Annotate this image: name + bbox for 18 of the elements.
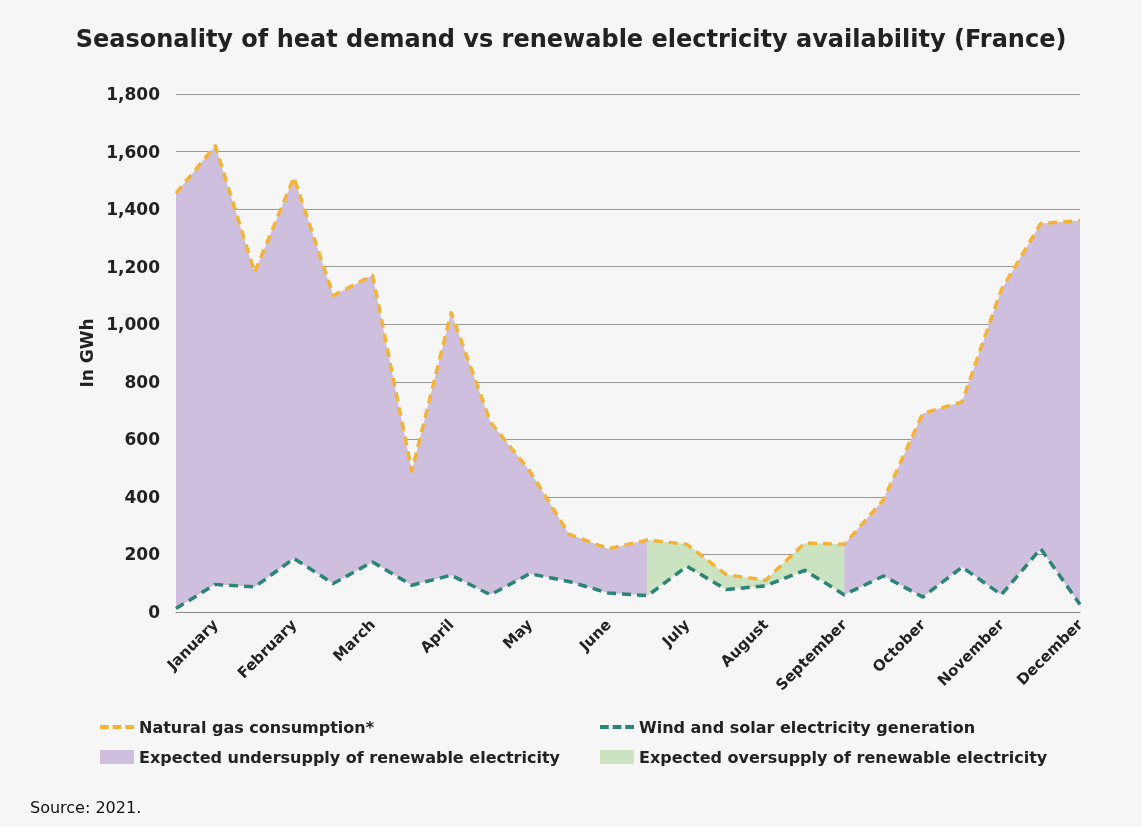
y-tick-label: 200 [124, 544, 161, 565]
legend-label: Expected undersupply of renewable electricity [139, 747, 561, 767]
chart-title: Seasonality of heat demand vs renewable electricity availability (France) [75, 25, 1067, 53]
y-tick-label: 1,000 [106, 314, 161, 335]
y-tick-label: 600 [124, 429, 161, 450]
y-tick-label: 1,800 [106, 84, 161, 104]
y-tick-label: 800 [124, 371, 161, 392]
line-series [174, 546, 1082, 611]
legend-label: Natural gas consumption* [139, 717, 375, 737]
y-tick-label: 1,200 [106, 256, 161, 277]
y-tick-label: 0 [148, 602, 161, 622]
y-tick-label: 400 [124, 486, 161, 507]
y-axis-title: In GWh [76, 318, 97, 388]
y-tick-label: 1,600 [106, 141, 161, 162]
legend-label: Expected oversupply of renewable electricity [639, 747, 1048, 767]
source-note: Source: 2021. [30, 798, 142, 817]
y-tick-label: 1,400 [106, 199, 161, 220]
legend-label: Wind and solar electricity generation [639, 717, 976, 737]
